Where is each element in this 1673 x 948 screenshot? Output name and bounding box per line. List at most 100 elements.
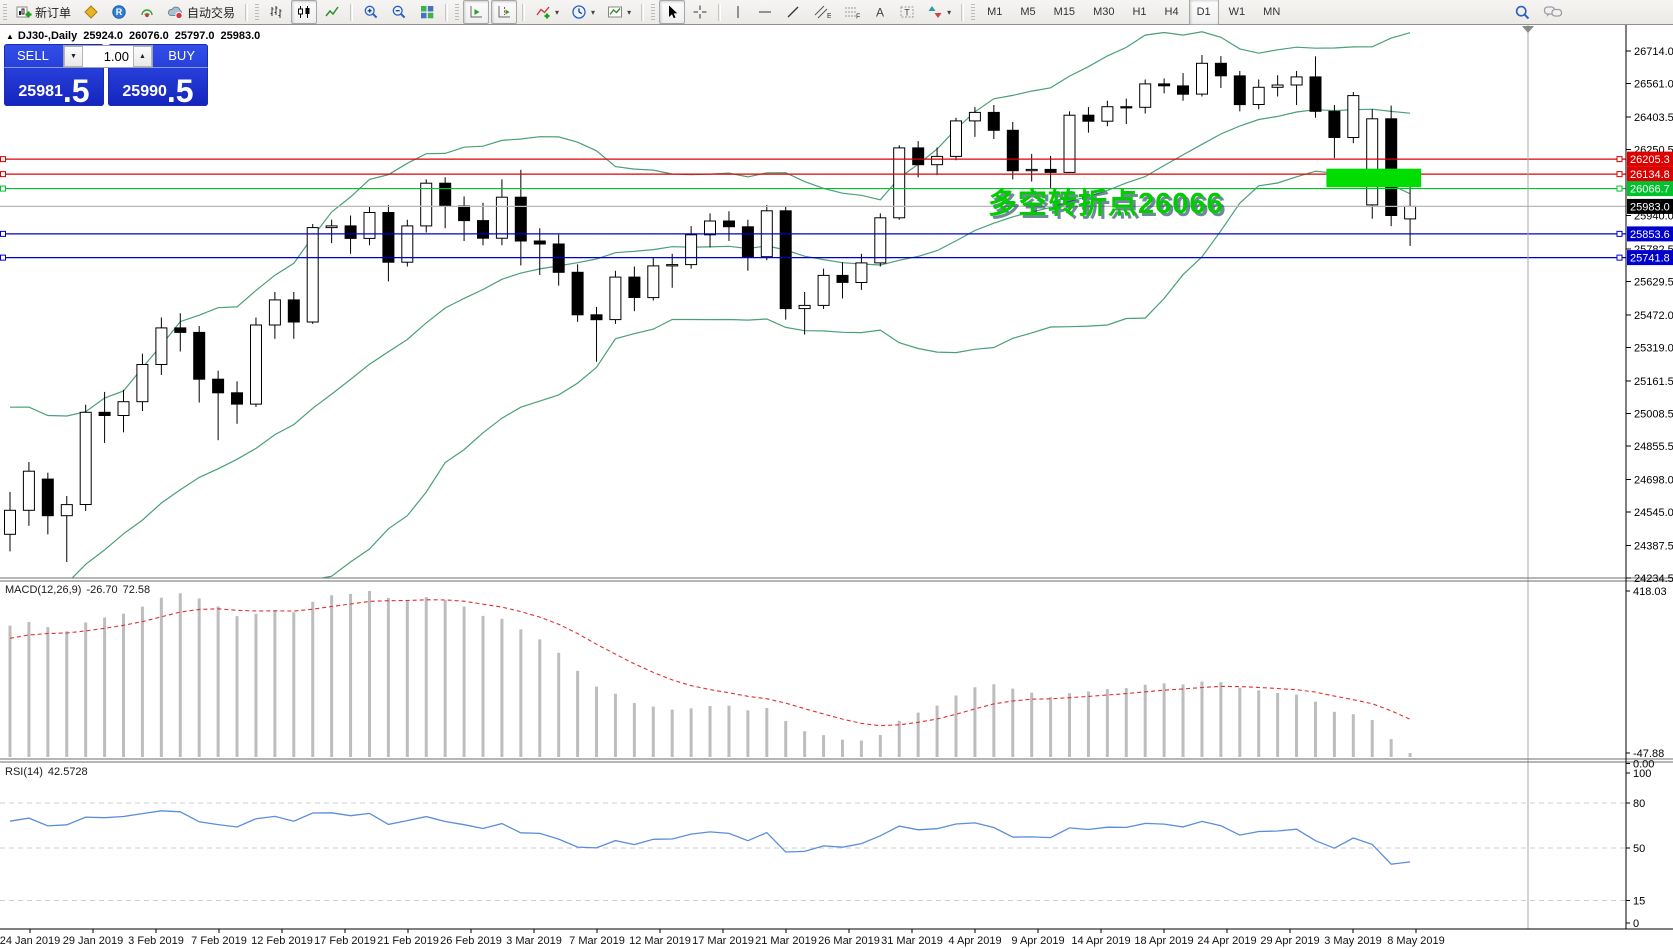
macd-pane — [8, 591, 1412, 757]
pane-separator-rsi[interactable] — [0, 758, 1673, 763]
toolbar: 新订单 R 自动交易 ▾ ▾ ▾ E F A T ▾ M1 M5 M15 M30… — [0, 0, 1673, 25]
indicators-button[interactable]: ▾ — [530, 0, 564, 24]
auto-scroll-button[interactable] — [463, 0, 490, 24]
vertical-line-icon — [731, 4, 745, 20]
svg-text:26134.8: 26134.8 — [1630, 169, 1670, 181]
svg-text:24545.0: 24545.0 — [1634, 507, 1673, 519]
toolbar-separator — [641, 3, 645, 21]
autotrading-button[interactable]: 自动交易 — [162, 0, 240, 24]
trendline-button[interactable] — [780, 0, 806, 24]
svg-text:24855.5: 24855.5 — [1634, 441, 1673, 453]
search-button[interactable] — [1509, 0, 1536, 24]
ohlc-high: 26076.0 — [129, 30, 169, 42]
buy-label: BUY — [168, 48, 195, 63]
svg-text:R: R — [116, 7, 123, 17]
sell-price-frac: .5 — [62, 72, 90, 109]
bar-chart-icon — [268, 4, 284, 20]
one-click-trading-panel: SELL 25981.5 BUY 25990.5 ▼ ▲ — [4, 44, 210, 107]
text-icon: A — [873, 4, 887, 20]
signals-button[interactable] — [134, 0, 160, 24]
cursor-button[interactable] — [659, 0, 686, 24]
fibonacci-button[interactable]: F — [838, 0, 866, 24]
price-axis[interactable]: 26714.026561.026403.526250.525940.025782… — [1625, 24, 1673, 930]
volume-increase-button[interactable]: ▲ — [133, 46, 152, 67]
chat-icon — [1543, 4, 1563, 20]
new-order-button[interactable]: 新订单 — [11, 0, 76, 24]
volume-decrease-button[interactable]: ▼ — [64, 46, 83, 67]
volume-control: ▼ ▲ — [63, 45, 153, 68]
community-button[interactable]: R — [106, 0, 132, 24]
svg-text:3 Mar 2019: 3 Mar 2019 — [506, 935, 562, 947]
time-axis[interactable]: 24 Jan 2019 29 Jan 2019 3 Feb 2019 7 Feb 20… — [0, 928, 1673, 947]
chevron-down-icon: ▾ — [627, 7, 632, 17]
timeframe-m15[interactable]: M15 — [1053, 6, 1076, 18]
autotrading-label: 自动交易 — [187, 5, 236, 20]
timeframe-m5[interactable]: M5 — [1020, 6, 1036, 18]
timeframe-d1[interactable]: D1 — [1188, 0, 1219, 25]
zoom-in-button[interactable] — [358, 0, 384, 24]
new-order-icon — [16, 4, 32, 20]
vertical-line-button[interactable] — [726, 0, 750, 24]
templates-button[interactable]: ▾ — [602, 0, 636, 24]
chat-button[interactable] — [1538, 0, 1568, 24]
crosshair-button[interactable] — [687, 0, 713, 24]
svg-text:24387.5: 24387.5 — [1634, 540, 1673, 552]
zoom-out-icon — [391, 4, 407, 20]
svg-text:4 Apr 2019: 4 Apr 2019 — [948, 935, 1001, 947]
bar-chart-button[interactable] — [263, 0, 289, 24]
svg-text:12 Mar 2019: 12 Mar 2019 — [629, 935, 691, 947]
svg-text:17 Feb 2019: 17 Feb 2019 — [314, 935, 376, 947]
search-icon — [1514, 4, 1531, 21]
channel-button[interactable]: E — [808, 0, 836, 24]
label-button[interactable]: T — [894, 0, 920, 24]
svg-text:25741.8: 25741.8 — [1630, 253, 1670, 265]
line-chart-button[interactable] — [319, 0, 345, 24]
pane-separator-macd[interactable] — [0, 577, 1673, 582]
svg-text:26714.0: 26714.0 — [1634, 46, 1673, 58]
tile-windows-button[interactable] — [414, 0, 440, 24]
svg-text:7 Mar 2019: 7 Mar 2019 — [569, 935, 625, 947]
timeframe-w1[interactable]: W1 — [1228, 6, 1246, 18]
timeframe-m30[interactable]: M30 — [1093, 6, 1115, 18]
chart-shift-button[interactable] — [491, 0, 518, 24]
shapes-button[interactable]: ▾ — [922, 0, 956, 24]
text-button[interactable]: A — [868, 0, 892, 24]
svg-text:24698.0: 24698.0 — [1634, 474, 1673, 486]
horizontal-line-button[interactable] — [752, 0, 778, 24]
svg-text:25853.6: 25853.6 — [1630, 229, 1670, 241]
svg-text:29 Apr 2019: 29 Apr 2019 — [1260, 935, 1319, 947]
quotes-icon — [83, 4, 99, 20]
svg-text:25629.5: 25629.5 — [1634, 277, 1673, 289]
svg-text:21 Feb 2019: 21 Feb 2019 — [377, 935, 439, 947]
auto-scroll-icon — [468, 4, 484, 20]
zoom-out-button[interactable] — [386, 0, 412, 24]
timeframe-mn[interactable]: MN — [1263, 6, 1281, 18]
chart-annotation-text: 多空转折点26066 — [988, 188, 1224, 220]
candlestick-icon — [296, 4, 312, 20]
timeframe-m1[interactable]: M1 — [987, 6, 1003, 18]
svg-text:21 Mar 2019: 21 Mar 2019 — [755, 935, 817, 947]
svg-text:7 Feb 2019: 7 Feb 2019 — [191, 935, 247, 947]
chart-shift-marker[interactable] — [1522, 24, 1534, 929]
sell-price: 25981 — [18, 83, 63, 100]
fibonacci-icon: F — [843, 4, 861, 20]
toolbar-handle — [651, 4, 656, 20]
toolbar-handle — [3, 4, 7, 20]
candlestick-button[interactable] — [291, 0, 318, 24]
timeframe-h1[interactable]: H1 — [1132, 6, 1147, 18]
rsi-value: 42.5728 — [47, 766, 88, 778]
collapse-triangle-icon: ▲ — [6, 32, 14, 41]
svg-text:18 Apr 2019: 18 Apr 2019 — [1134, 935, 1193, 947]
macd-signal-value: 72.58 — [122, 584, 151, 596]
volume-input[interactable] — [83, 46, 133, 67]
toolbar-separator — [522, 3, 526, 21]
ohlc-close: 25983.0 — [220, 30, 261, 42]
toolbar-separator — [445, 3, 449, 21]
macd-label: MACD(12,26,9) — [5, 584, 82, 596]
periods-button[interactable]: ▾ — [566, 0, 600, 24]
svg-text:100: 100 — [1633, 768, 1651, 780]
quotes-button[interactable] — [78, 0, 104, 24]
toolbar-separator — [245, 3, 249, 21]
timeframe-h4[interactable]: H4 — [1164, 6, 1179, 18]
